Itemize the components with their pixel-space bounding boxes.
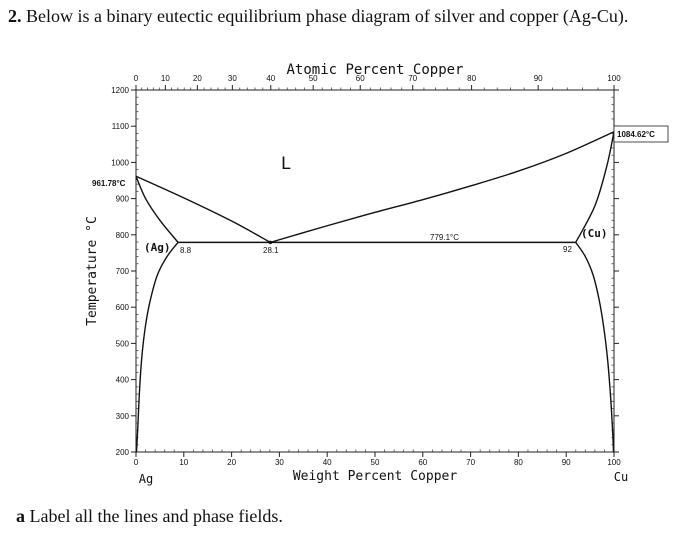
question-text: 2. Below is a binary eutectic equilibriu… — [8, 6, 698, 27]
cu-melting-label-box — [613, 125, 669, 143]
question-body: Below is a binary eutectic equilibrium p… — [26, 6, 629, 26]
alpha-phase-label: (Ag) — [144, 241, 171, 254]
bottom-tick-label: 50 — [371, 458, 380, 467]
y-tick-label: 200 — [116, 448, 130, 457]
solvus-right-line — [575, 241, 615, 453]
y-tick-label: 900 — [116, 195, 130, 204]
right-element-label: Cu — [614, 470, 628, 484]
ag-solubility-label: 8.8 — [180, 246, 192, 255]
top-tick-label: 10 — [161, 74, 170, 83]
y-tick-label: 1200 — [111, 86, 129, 95]
y-axis-label: Temperature °C — [85, 216, 100, 326]
solidus-left-line — [135, 175, 179, 243]
sub-question-letter: a — [16, 506, 25, 526]
cu-solubility-label: 92 — [563, 245, 572, 254]
bottom-tick-label: 90 — [562, 458, 571, 467]
bottom-tick-label: 30 — [275, 458, 284, 467]
y-tick-label: 300 — [116, 412, 130, 421]
plot-frame — [135, 89, 615, 453]
sub-question: a Label all the lines and phase fields. — [16, 506, 283, 527]
beta-phase-label: (Cu) — [581, 227, 608, 240]
bottom-axis-label: Weight Percent Copper — [293, 469, 458, 484]
y-tick-label: 800 — [116, 231, 130, 240]
sub-question-text: Label all the lines and phase fields. — [29, 506, 283, 526]
eutectic-comp-label: 28.1 — [263, 246, 279, 255]
bottom-tick-label: 40 — [323, 458, 332, 467]
liquid-region-label: L — [281, 154, 291, 174]
top-tick-label: 50 — [309, 74, 318, 83]
bottom-tick-label: 70 — [466, 458, 475, 467]
y-tick-label: 1100 — [112, 122, 130, 131]
liquidus-left-line — [135, 175, 271, 243]
y-tick-label: 1000 — [111, 158, 129, 167]
bottom-tick-label: 0 — [134, 458, 139, 467]
y-tick-label: 600 — [116, 303, 130, 312]
top-tick-label: 100 — [607, 74, 621, 83]
bottom-tick-label: 20 — [227, 458, 236, 467]
bottom-tick-label: 60 — [418, 458, 427, 467]
eutectic-point — [268, 240, 273, 245]
top-tick-label: 70 — [408, 74, 417, 83]
ag-melting-label: 961.78°C — [92, 179, 126, 188]
top-tick-label: 80 — [467, 74, 476, 83]
top-tick-label: 20 — [193, 74, 202, 83]
top-tick-label: 90 — [534, 74, 543, 83]
question-number: 2. — [8, 6, 22, 26]
liquidus-right-line — [270, 131, 615, 244]
top-tick-label: 40 — [266, 74, 275, 83]
bottom-tick-label: 80 — [514, 458, 523, 467]
top-tick-label: 30 — [228, 74, 237, 83]
solidus-right-line — [575, 131, 615, 243]
y-tick-label: 500 — [116, 339, 130, 348]
cu-melting-label: 1084.62°C — [617, 130, 655, 139]
bottom-tick-label: 10 — [179, 458, 188, 467]
left-element-label: Ag — [139, 472, 153, 486]
top-axis-label: Atomic Percent Copper — [286, 62, 463, 78]
solvus-left-line — [135, 241, 179, 453]
top-tick-label: 60 — [356, 74, 365, 83]
bottom-tick-label: 100 — [607, 458, 621, 467]
eutectic-temp-label: 779.1°C — [430, 233, 459, 242]
y-tick-label: 400 — [116, 376, 130, 385]
top-tick-label: 0 — [134, 74, 139, 83]
y-tick-label: 700 — [116, 267, 130, 276]
